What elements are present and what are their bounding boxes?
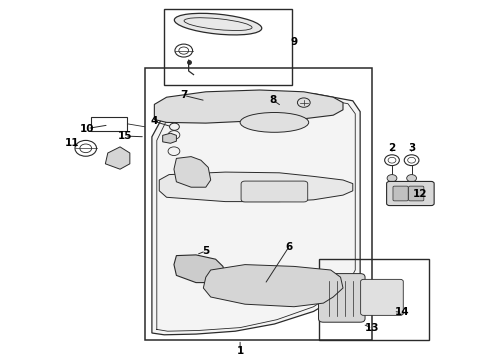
Text: 2: 2: [389, 143, 395, 153]
Text: 10: 10: [80, 123, 95, 134]
FancyBboxPatch shape: [241, 181, 308, 202]
Polygon shape: [203, 265, 343, 307]
Text: 11: 11: [65, 138, 80, 148]
Text: 14: 14: [395, 307, 410, 318]
Polygon shape: [174, 157, 211, 187]
Circle shape: [407, 175, 416, 182]
Text: 4: 4: [150, 116, 158, 126]
Text: 9: 9: [291, 37, 298, 48]
Text: 3: 3: [408, 143, 415, 153]
FancyBboxPatch shape: [361, 279, 403, 315]
Text: 15: 15: [118, 131, 132, 141]
Text: 13: 13: [365, 323, 380, 333]
Polygon shape: [163, 133, 176, 143]
Bar: [145, 68, 372, 340]
Bar: [164, 9, 292, 85]
FancyBboxPatch shape: [387, 181, 434, 206]
Bar: [318, 259, 429, 340]
Ellipse shape: [174, 13, 262, 35]
FancyBboxPatch shape: [318, 274, 365, 322]
Circle shape: [387, 175, 397, 182]
Text: 7: 7: [180, 90, 188, 100]
Polygon shape: [105, 147, 130, 169]
Polygon shape: [174, 255, 225, 283]
Bar: [91, 117, 127, 131]
Polygon shape: [154, 90, 343, 123]
Ellipse shape: [240, 112, 309, 132]
Text: 12: 12: [413, 189, 427, 199]
Text: 1: 1: [237, 346, 244, 356]
Text: 6: 6: [286, 242, 293, 252]
FancyBboxPatch shape: [393, 186, 408, 201]
Text: 5: 5: [202, 246, 209, 256]
Text: 8: 8: [270, 95, 276, 105]
Polygon shape: [159, 172, 353, 202]
FancyBboxPatch shape: [409, 186, 424, 201]
Polygon shape: [152, 94, 360, 335]
